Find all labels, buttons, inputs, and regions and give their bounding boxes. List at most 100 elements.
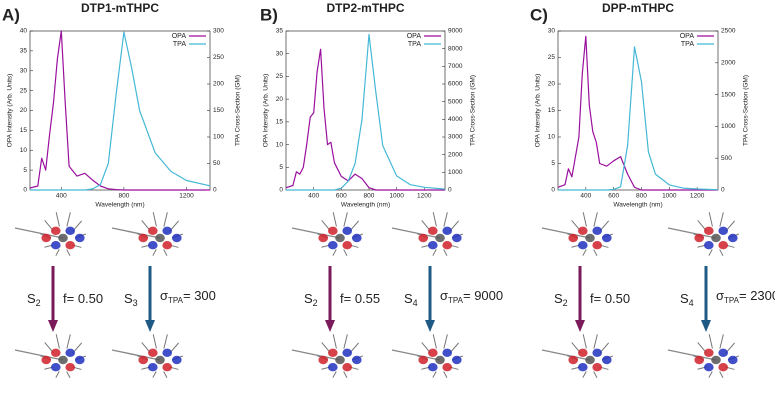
bond [541,349,591,361]
bond [582,249,587,256]
y2-tick-label: 200 [213,81,224,88]
y2-tick-label: 7000 [448,63,463,70]
y2-tick-label: 0 [448,187,452,194]
bond [291,227,341,239]
bond [432,212,437,227]
orbital-lobe [442,348,453,357]
x-tick-label: 1200 [417,193,432,200]
orbital-lobe [162,348,172,357]
orbital-lobe [602,233,612,243]
bond [432,249,437,256]
orbital-lobe [318,233,329,243]
y-tick-label: 15 [20,127,28,134]
orbital-lobe [335,233,345,243]
sigma-symbol: σ [440,288,448,303]
bond [432,334,437,349]
orbital-lobe [148,226,158,235]
panel-label: B) [260,5,278,24]
orbital-lobe [342,348,353,357]
x-tick-label: 800 [636,193,647,200]
data-line [285,48,445,191]
molecule [391,212,463,256]
state-label: S2 [27,291,41,308]
y-tick-label: 0 [551,187,555,194]
state-label: S4 [680,291,694,308]
sigma-symbol: σ [716,288,724,303]
orbital-lobe [172,355,182,365]
bond [332,249,337,256]
bond [593,249,598,256]
x-tick-label: 400 [580,193,591,200]
transition-value: = 9000 [463,288,503,303]
legend-label: TPA [408,41,421,48]
orbital-lobe [172,233,182,243]
sigma-sub: TPA [448,296,464,305]
bond [667,349,717,361]
orbital-lobe [602,355,612,365]
molecule [14,212,86,256]
y-tick-label: 20 [20,107,28,114]
bond [343,249,348,256]
orbital-lobe [592,241,602,250]
orbital-lobe [328,363,338,372]
x-axis-title: Wavelength (nm) [613,202,662,209]
orbital-lobe [155,355,165,365]
legend-label: TPA [173,41,186,48]
y2-tick-label: 2000 [448,151,463,158]
arrow-head [425,320,435,332]
orbital-lobe [442,226,453,235]
bond [541,227,591,239]
orbital-lobe [418,233,429,243]
state-index: 4 [689,298,694,308]
bond [593,212,598,227]
orbital-lobe [318,355,329,365]
legend-label: TPA [681,41,694,48]
data-line [29,30,210,191]
bond [152,334,157,349]
orbital-lobe [704,226,714,235]
x-tick-label: 400 [308,193,319,200]
molecule [541,212,613,256]
bond [719,249,724,256]
orbital-lobe [41,233,51,243]
y2-tick-label: 1500 [721,91,736,98]
orbital-lobe [148,363,158,372]
panel-label: A) [2,5,20,24]
y-tick-label: 30 [276,50,284,57]
y-tick-label: 40 [20,28,28,35]
bond [708,371,713,378]
orbital-lobe [65,363,75,372]
state-letter: S [27,291,36,306]
bond [593,371,598,378]
orbital-lobe [435,233,445,243]
orbital-lobe [718,348,728,357]
arrow-head [575,320,585,332]
sigma-symbol: σ [160,288,168,303]
bond [719,212,724,227]
bond [14,349,64,361]
state-letter: S [304,291,313,306]
orbital-lobe [568,233,578,243]
state-index: 2 [36,298,41,308]
orbital-lobe [335,355,345,365]
chart-title: DTP1-mTHPC [81,1,159,15]
y2-tick-label: 100 [213,134,224,141]
orbital-lobe [704,348,714,357]
bond [343,334,348,349]
y-tick-label: 10 [20,147,28,154]
orbital-lobe [452,355,462,365]
plot-frame [29,30,211,191]
orbital-lobe [718,226,728,235]
y-tick-label: 25 [548,54,556,61]
state-letter: S [554,291,563,306]
orbital-lobe [352,233,362,243]
y2-tick-label: 150 [213,107,224,114]
orbital-lobe [162,363,172,372]
state-label: S2 [554,291,568,308]
bond [66,249,71,256]
orbital-lobe [342,363,353,372]
orbital-lobe [148,348,158,357]
x-axis-title: Wavelength (nm) [341,202,390,209]
y2-tick-label: 9000 [448,28,463,35]
bond [55,249,60,256]
